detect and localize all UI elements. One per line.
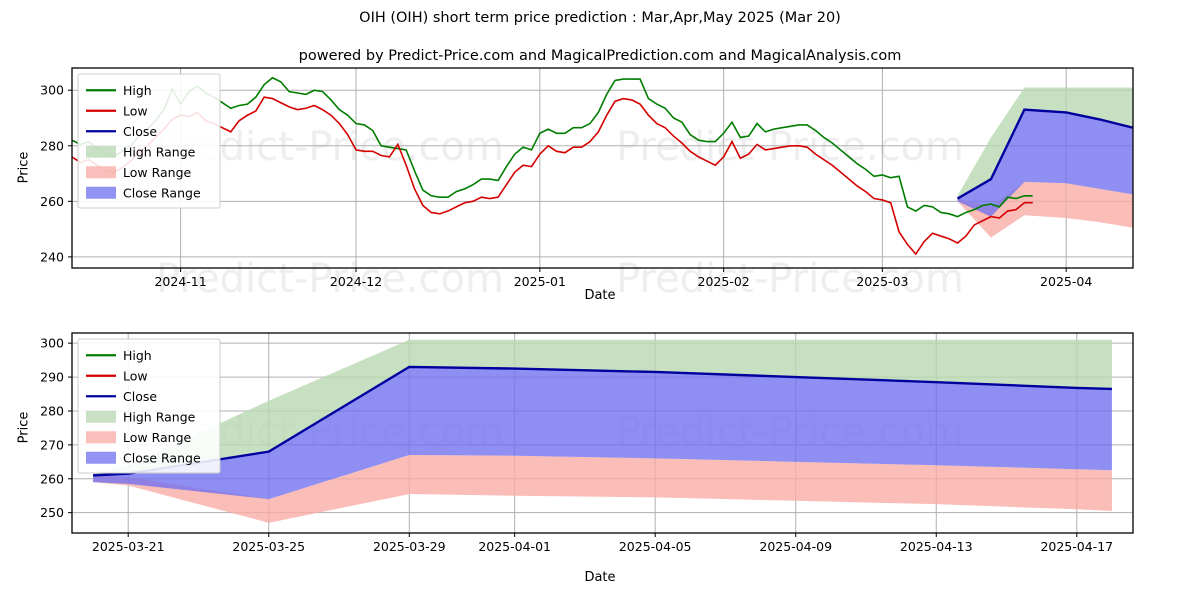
data-group [72,76,1133,256]
series-line-close [956,108,1133,200]
legend-swatch-patch [86,186,116,199]
y-tick-label: 280 [40,403,64,418]
x-tick-label: 2025-04-17 [1040,539,1113,554]
band-high-range [957,87,1133,199]
top-y-axis-label: Price [16,151,32,184]
legend-swatch-patch [86,410,116,423]
x-tick-label: 2024-11 [154,274,206,289]
y-tick-label: 260 [40,471,64,486]
x-tick-label: 2025-04-13 [900,539,973,554]
bottom-chart-svg: Predict-Price.comPredict-Price.com250260… [40,332,1134,554]
plot-border [71,332,1134,534]
x-tick-label: 2025-04-09 [759,539,832,554]
x-tick-label: 2025-04 [1040,274,1092,289]
legend-swatch-patch [86,145,116,158]
legend-label: Low Range [123,165,192,180]
y-tick-label: 290 [40,370,64,385]
legend-label: Close [123,124,157,139]
plot-border [71,67,1134,269]
legend-label: Low [123,103,148,118]
watermark-text: Predict-Price.com [156,256,504,302]
watermark-text: Predict-Price.com [616,256,964,302]
band-low-range [93,455,1112,523]
band-close-range [957,109,1133,217]
legend: High Low Close High Range Low Range Close Ran… [77,338,221,474]
y-tick-label: 240 [40,249,64,264]
y-tick-label: 270 [40,437,64,452]
band-close-range [93,366,1112,500]
series-line-low [72,96,1033,256]
legend-swatch-patch [86,166,116,179]
x-tick-label: 2025-02 [698,274,750,289]
x-tick-label: 2025-03 [856,274,908,289]
top-chart-svg: Predict-Price.com Predict-Price.com Predic… [40,67,1134,302]
x-tick-label: 2024-12 [330,274,382,289]
watermark-group: Predict-Price.com Predict-Price.com Predic… [156,124,964,302]
legend: High Low Close High Range Low Range Close Ran… [77,73,221,209]
grid-group: 240 260 280 300 2024-11 2024-12 2025-01 2025-02… [40,68,1133,289]
bottom-chart-panel: Predict-Price.comPredict-Price.com250260… [0,325,1200,597]
bottom-x-axis-label: Date [584,570,616,585]
y-tick-label: 250 [40,505,64,520]
legend-label: High [123,83,152,98]
x-tick-label: 2025-03-29 [373,539,446,554]
legend-label: Close Range [123,185,201,200]
page-title: OIH (OIH) short term price prediction : … [359,10,841,26]
page-subtitle: powered by Predict-Price.com and Magical… [298,47,902,64]
top-chart-panel: Predict-Price.com Predict-Price.com Predic… [0,60,1200,312]
legend-label: Close Range [123,450,201,465]
legend-label: Close [123,389,157,404]
legend-label: Low [123,368,148,383]
title-block: OIH (OIH) short term price prediction : … [0,0,1200,63]
y-tick-label: 300 [40,336,64,351]
y-tick-label: 260 [40,194,64,209]
legend-swatch-patch [86,451,116,464]
x-tick-label: 2025-04-01 [478,539,551,554]
x-tick-label: 2025-04-05 [619,539,692,554]
bottom-y-axis-label: Price [16,411,32,444]
x-tick-label: 2025-01 [514,274,566,289]
x-tick-label: 2025-03-21 [92,539,165,554]
top-x-axis-label: Date [584,288,616,303]
y-tick-label: 300 [40,83,64,98]
legend-swatch-patch [86,431,116,444]
legend-label: High Range [123,144,196,159]
watermark-text: Predict-Price.com [616,124,964,170]
y-tick-label: 280 [40,138,64,153]
series-line-high [72,76,1033,218]
band-low-range [957,181,1133,238]
legend-label: Low Range [123,430,192,445]
band-high-range [93,339,1112,476]
x-tick-label: 2025-03-25 [232,539,305,554]
legend-label: High Range [123,409,196,424]
legend-label: High [123,348,152,363]
data-group [93,339,1112,523]
